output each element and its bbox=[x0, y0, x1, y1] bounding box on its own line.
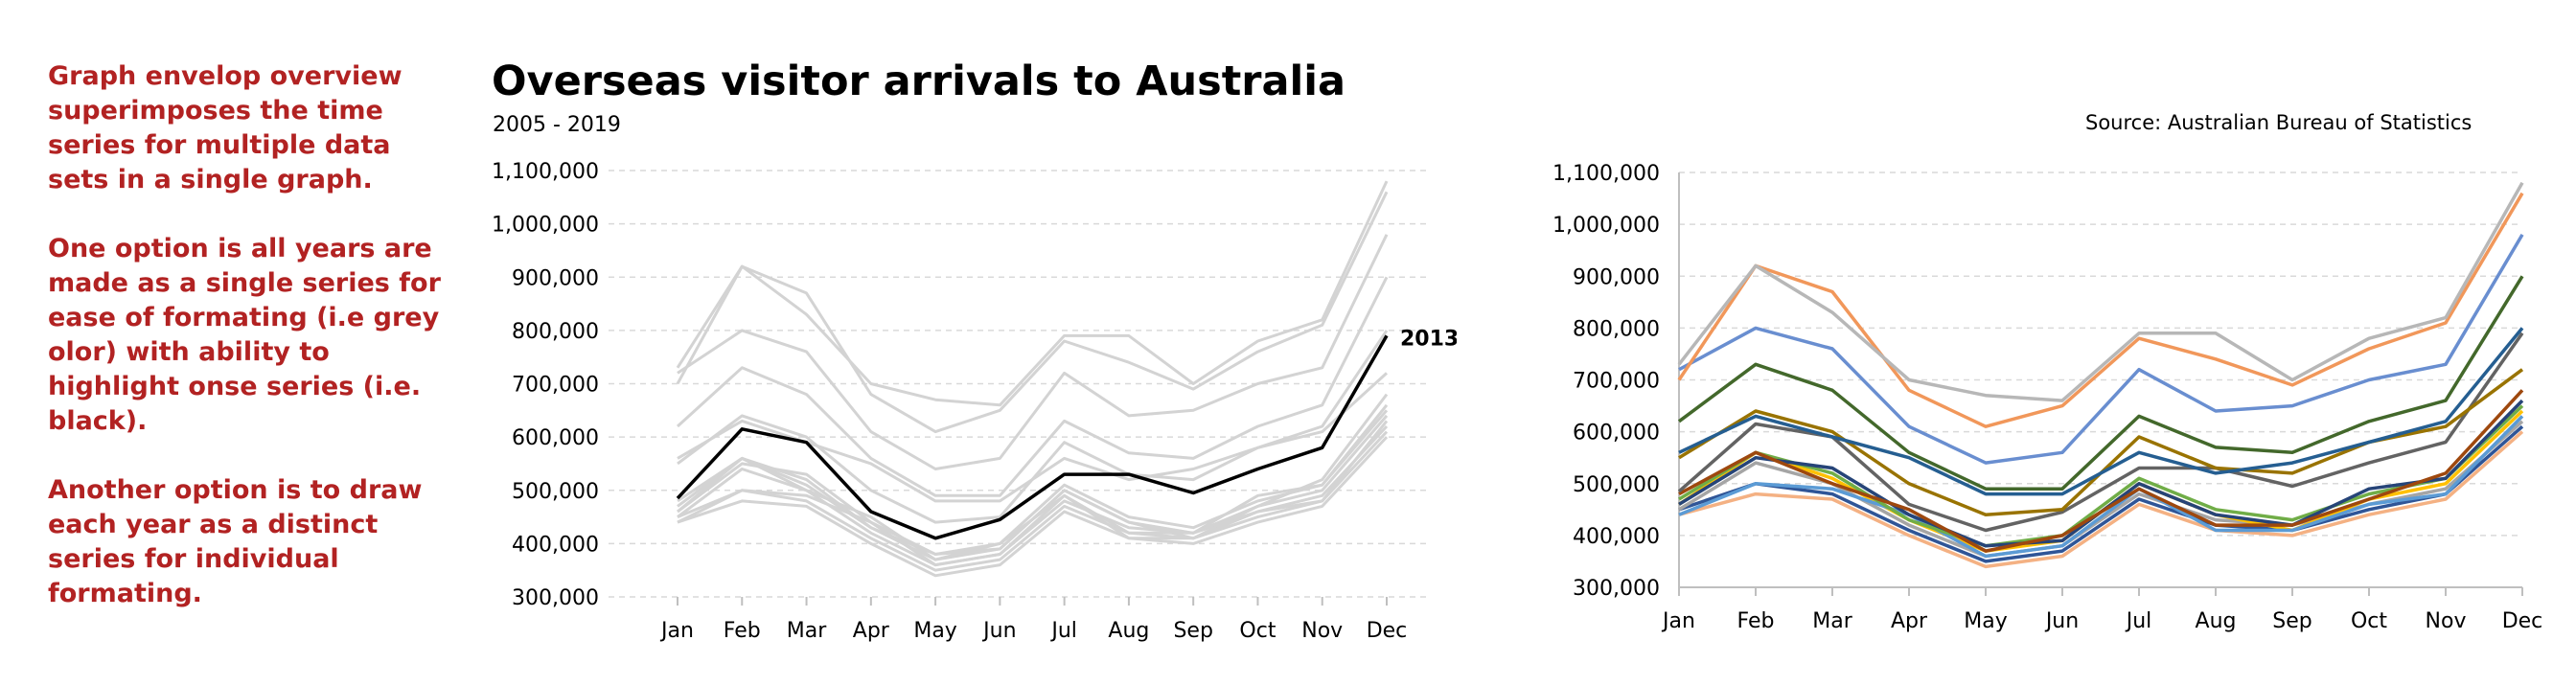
x-tick-label: Oct bbox=[1239, 619, 1276, 642]
y-tick-label: 500,000 bbox=[1573, 473, 1660, 497]
annotation-notes: Graph envelop overview superimposes the … bbox=[48, 59, 450, 646]
x-tick-label: Apr bbox=[853, 619, 890, 642]
x-tick-label: Sep bbox=[2272, 609, 2312, 633]
envelope-series-line bbox=[677, 393, 1389, 561]
year-series-line bbox=[1678, 404, 2524, 548]
envelope-series-line bbox=[676, 180, 1389, 407]
envelope-series-line bbox=[676, 276, 1389, 497]
note-paragraph: Another option is to draw each year as a… bbox=[48, 475, 423, 608]
envelope-series-line bbox=[676, 191, 1389, 434]
year-series-line bbox=[1678, 389, 2524, 553]
x-tick-label: Oct bbox=[2351, 609, 2387, 633]
year-series-line bbox=[1677, 192, 2524, 428]
x-tick-label: Jan bbox=[1661, 609, 1695, 633]
x-tick-label: Feb bbox=[724, 619, 761, 642]
x-tick-label: Nov bbox=[1301, 619, 1343, 642]
note-paragraph: One option is all years are made as a si… bbox=[48, 234, 441, 436]
envelope-series-line bbox=[677, 420, 1389, 567]
y-tick-label: 400,000 bbox=[1573, 525, 1660, 549]
y-tick-label: 600,000 bbox=[1573, 422, 1660, 446]
year-series-line bbox=[1678, 327, 2524, 496]
envelope-series-line bbox=[677, 234, 1389, 470]
x-tick-label: Apr bbox=[1891, 609, 1928, 633]
year-series-line bbox=[1677, 181, 2524, 402]
x-tick-label: Nov bbox=[2426, 609, 2467, 633]
x-tick-label: Sep bbox=[1173, 619, 1212, 642]
x-tick-label: May bbox=[913, 619, 956, 642]
x-tick-label: May bbox=[1964, 609, 2007, 633]
x-tick-label: Aug bbox=[2196, 609, 2237, 633]
source-note: Source: Australian Bureau of Statistics bbox=[2085, 111, 2472, 134]
y-tick-label: 600,000 bbox=[512, 426, 599, 450]
envelope-series-line bbox=[677, 409, 1389, 556]
year-series-line bbox=[1678, 424, 2524, 563]
y-tick-label: 1,000,000 bbox=[492, 214, 599, 238]
y-tick-label: 1,100,000 bbox=[1552, 162, 1660, 186]
highlight-series-line bbox=[676, 334, 1389, 540]
year-series-line bbox=[1678, 234, 2524, 465]
x-tick-label: Aug bbox=[1108, 619, 1149, 642]
x-tick-label: Feb bbox=[1737, 609, 1775, 633]
year-series-line bbox=[1678, 415, 2524, 559]
y-tick-label: 1,000,000 bbox=[1552, 214, 1660, 238]
x-tick-label: Dec bbox=[2502, 609, 2543, 633]
y-tick-label: 1,100,000 bbox=[492, 160, 599, 184]
y-tick-label: 900,000 bbox=[512, 266, 599, 290]
y-tick-label: 900,000 bbox=[1573, 265, 1660, 289]
highlight-series-label: 2013 bbox=[1400, 327, 1457, 351]
x-tick-label: Jun bbox=[2044, 609, 2079, 633]
x-tick-label: Mar bbox=[787, 619, 827, 642]
y-tick-label: 800,000 bbox=[512, 320, 599, 344]
envelope-series-line bbox=[677, 436, 1389, 578]
chart-title: Overseas visitor arrivals to Australia bbox=[492, 57, 1346, 105]
y-tick-label: 500,000 bbox=[512, 480, 599, 504]
y-tick-label: 700,000 bbox=[512, 374, 599, 398]
x-tick-label: Dec bbox=[1367, 619, 1408, 642]
y-tick-label: 400,000 bbox=[512, 533, 599, 557]
x-tick-label: Jan bbox=[659, 619, 694, 642]
y-tick-label: 300,000 bbox=[512, 586, 599, 610]
envelope-line-chart: 300,000 400,000 500,000 600,000 700,000 800,0… bbox=[492, 160, 1457, 642]
year-series-line bbox=[1677, 275, 2524, 491]
x-tick-label: Jun bbox=[981, 619, 1016, 642]
y-tick-label: 700,000 bbox=[1573, 370, 1660, 394]
envelope-series-line bbox=[677, 430, 1389, 572]
x-tick-label: Jul bbox=[1049, 619, 1077, 642]
x-tick-label: Jul bbox=[2125, 609, 2152, 633]
distinct-series-line-chart: 300,000 400,000 500,000 600,000 700,000 800,0… bbox=[1552, 162, 2543, 633]
x-tick-label: Mar bbox=[1812, 609, 1852, 633]
y-tick-label: 800,000 bbox=[1573, 317, 1660, 341]
y-tick-label: 300,000 bbox=[1573, 577, 1660, 601]
chart-subtitle: 2005 - 2019 bbox=[493, 113, 621, 137]
year-series-line bbox=[1678, 430, 2524, 569]
note-paragraph: Graph envelop overview superimposes the … bbox=[48, 61, 402, 194]
